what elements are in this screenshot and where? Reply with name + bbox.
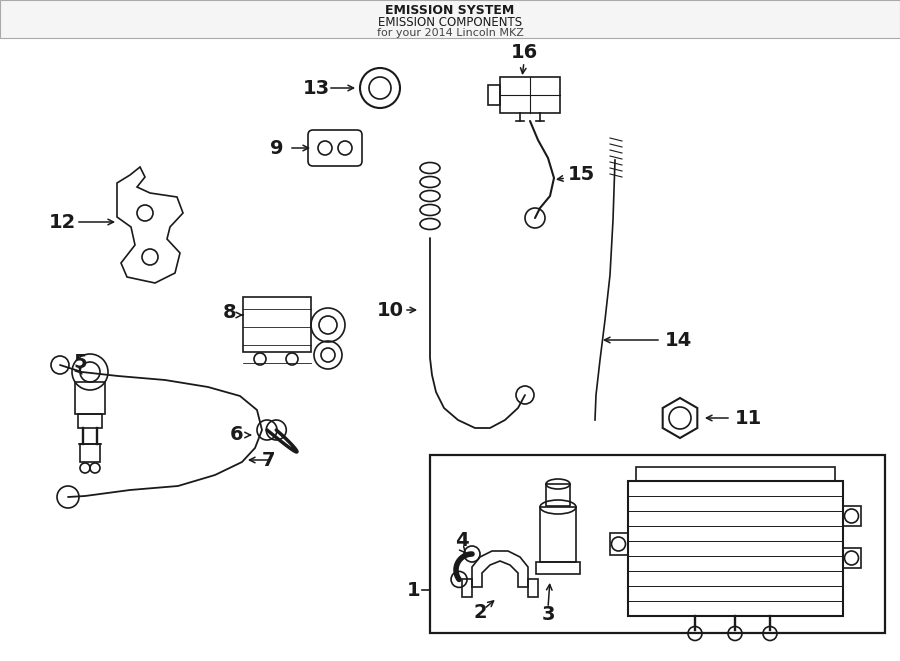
Text: 11: 11 <box>735 408 762 428</box>
Bar <box>75 382 105 414</box>
Text: 12: 12 <box>49 212 76 231</box>
Text: EMISSION COMPONENTS: EMISSION COMPONENTS <box>378 15 522 28</box>
Bar <box>80 444 100 462</box>
Text: 7: 7 <box>262 451 275 469</box>
Bar <box>536 562 580 574</box>
Bar <box>462 579 472 597</box>
Text: 9: 9 <box>270 139 284 157</box>
Bar <box>430 455 885 633</box>
Text: 1: 1 <box>407 580 421 600</box>
Bar <box>627 481 842 615</box>
Text: 16: 16 <box>510 42 537 61</box>
Bar <box>842 506 860 526</box>
Bar <box>540 507 576 562</box>
Text: EMISSION SYSTEM: EMISSION SYSTEM <box>385 3 515 17</box>
Text: 15: 15 <box>568 165 595 184</box>
Bar <box>243 297 311 352</box>
Bar <box>546 484 570 506</box>
Bar <box>500 77 560 113</box>
Text: 13: 13 <box>302 79 329 98</box>
Text: 10: 10 <box>376 301 403 319</box>
Text: 4: 4 <box>455 531 469 549</box>
Bar <box>0 0 900 38</box>
Bar <box>842 548 860 568</box>
Text: 6: 6 <box>230 426 244 444</box>
Bar <box>609 533 627 555</box>
Text: 3: 3 <box>541 605 554 623</box>
Bar <box>78 414 102 428</box>
Bar <box>528 579 538 597</box>
Text: 2: 2 <box>473 603 487 623</box>
Text: 5: 5 <box>73 352 86 371</box>
Text: for your 2014 Lincoln MKZ: for your 2014 Lincoln MKZ <box>376 28 524 38</box>
Bar <box>488 85 500 105</box>
Bar <box>635 467 834 481</box>
Text: 14: 14 <box>665 330 692 350</box>
Text: 8: 8 <box>223 303 237 321</box>
